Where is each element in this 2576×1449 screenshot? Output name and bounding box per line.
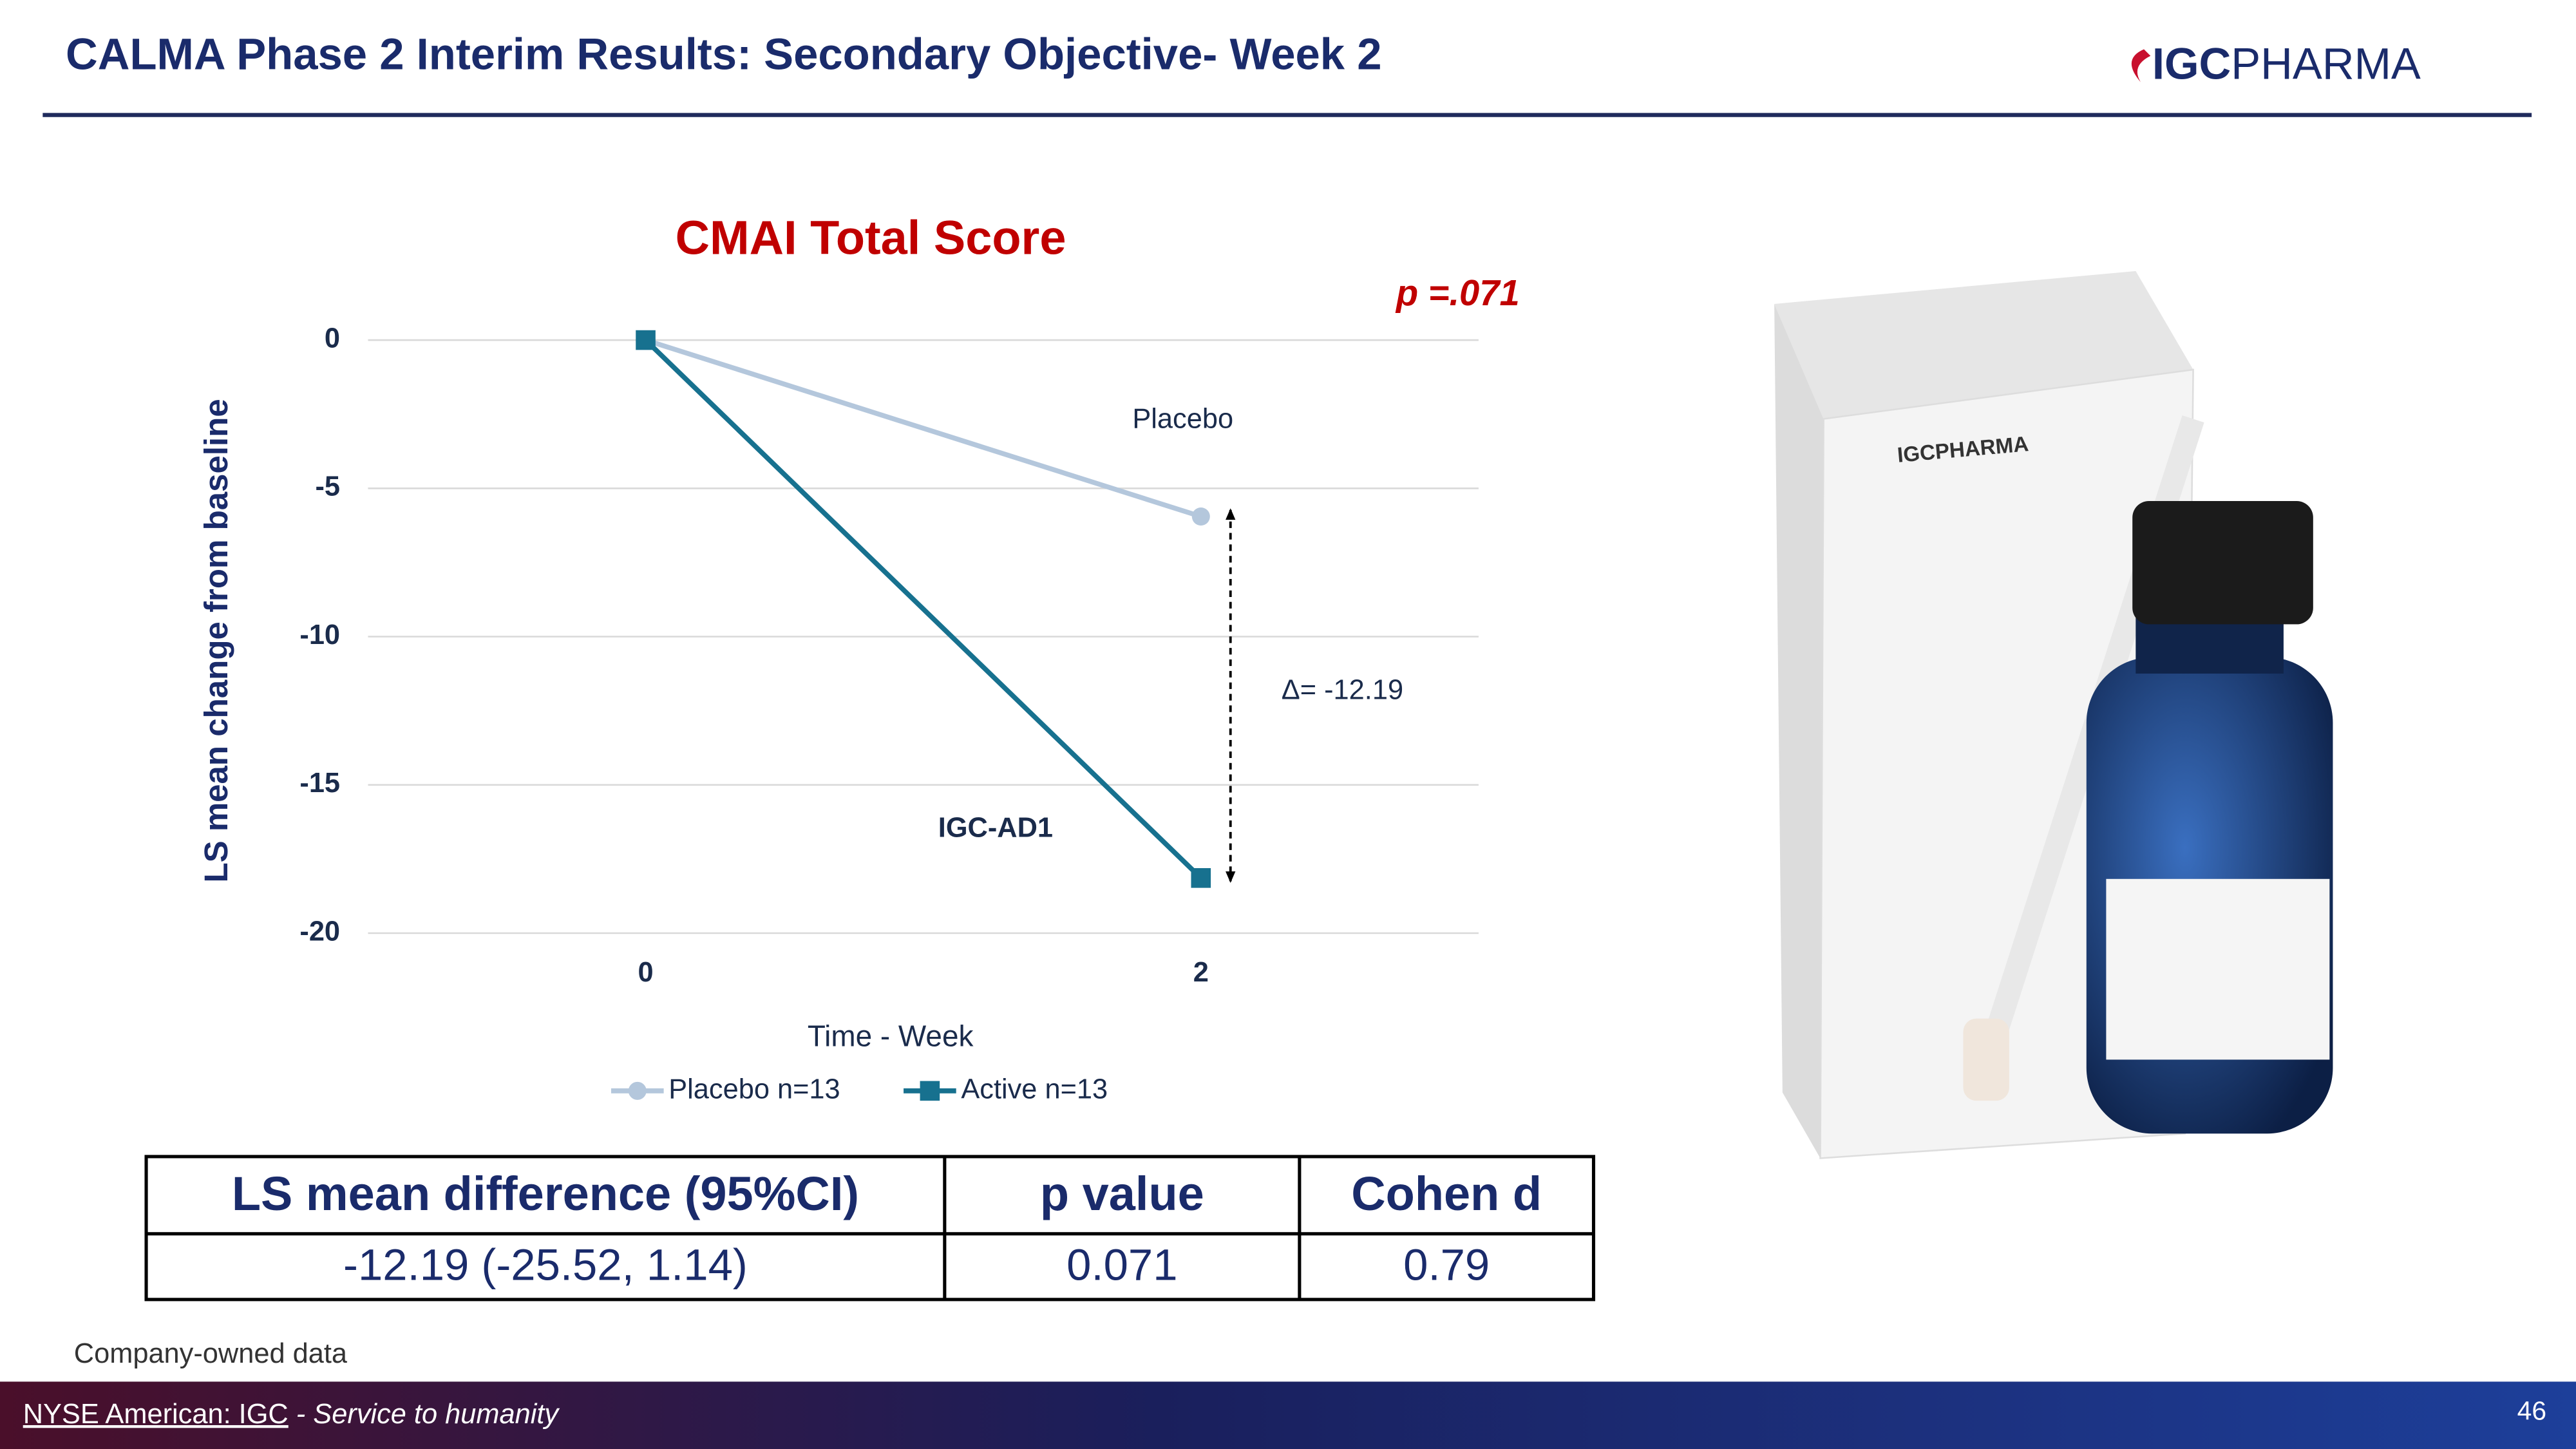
chart: 0 -5 -10 -15 -20 0 2 Placebo n=13 Active n=13 xyxy=(299,323,1479,1104)
logo: IGCPHARMA xyxy=(2152,39,2421,89)
footer-text: NYSE American: IGC - Service to humanity xyxy=(23,1399,560,1430)
box-top xyxy=(1774,270,2193,419)
y-tick-label: -20 xyxy=(299,916,340,947)
table-cell: -12.19 (-25.52, 1.14) xyxy=(343,1240,748,1290)
point xyxy=(1191,507,1210,526)
series-line xyxy=(645,337,1202,519)
legend-label: Active n=13 xyxy=(961,1074,1108,1104)
placebo-annotation: Placebo xyxy=(1132,404,1233,435)
table-border xyxy=(144,1155,1596,1302)
legend-label: Placebo n=13 xyxy=(668,1074,840,1104)
point xyxy=(1191,868,1211,888)
x-axis-label: Time - Week xyxy=(808,1019,974,1052)
syringe-tip xyxy=(1963,1018,2009,1101)
box-side xyxy=(1774,303,1824,1159)
table-cell: 0.071 xyxy=(1066,1240,1177,1290)
table-header-cell: Cohen d xyxy=(1351,1167,1542,1220)
source-note: Company-owned data xyxy=(74,1338,348,1369)
y-axis-label: LS mean change from baseline xyxy=(198,399,234,882)
point xyxy=(636,330,656,350)
logo-swoosh xyxy=(2131,49,2151,82)
logo-bold: IGC xyxy=(2152,39,2231,89)
table-cell: 0.79 xyxy=(1403,1240,1490,1290)
logo-rest: PHARMA xyxy=(2231,39,2421,89)
y-tick-label: 0 xyxy=(325,323,340,354)
active-annotation: IGC-AD1 xyxy=(938,813,1053,844)
bottle-label xyxy=(2106,878,2330,1060)
bottle-cap xyxy=(2132,501,2313,625)
p-annotation: p =.071 xyxy=(1395,272,1520,313)
table-header-cell: p value xyxy=(1040,1167,1204,1220)
arrow-head xyxy=(1226,508,1236,520)
table-header-cell: LS mean difference (95%CI) xyxy=(232,1167,859,1220)
y-tick-label: -5 xyxy=(315,471,340,502)
y-tick-label: -10 xyxy=(299,620,340,650)
y-tick-label: -15 xyxy=(299,768,340,799)
footer-exchange: NYSE American: IGC xyxy=(23,1399,289,1430)
slide-title: CALMA Phase 2 Interim Results: Secondary… xyxy=(66,29,1382,79)
footer-tagline: - Service to humanity xyxy=(289,1399,560,1430)
table: LS mean difference (95%CI) p value Cohen d… xyxy=(144,1155,1596,1302)
x-tick-label: 0 xyxy=(638,957,653,988)
chart-title: CMAI Total Score xyxy=(676,211,1066,265)
legend-marker xyxy=(920,1081,940,1101)
arrow-head xyxy=(1226,871,1236,883)
delta-annotation: Δ= -12.19 xyxy=(1282,674,1403,705)
page-number: 46 xyxy=(2517,1396,2546,1426)
x-tick-label: 2 xyxy=(1193,957,1209,988)
legend-marker xyxy=(628,1081,647,1100)
series-line xyxy=(643,338,1203,880)
footer-bar xyxy=(0,1381,2576,1449)
product-photo: IGCPHARMA xyxy=(1626,230,2333,1200)
